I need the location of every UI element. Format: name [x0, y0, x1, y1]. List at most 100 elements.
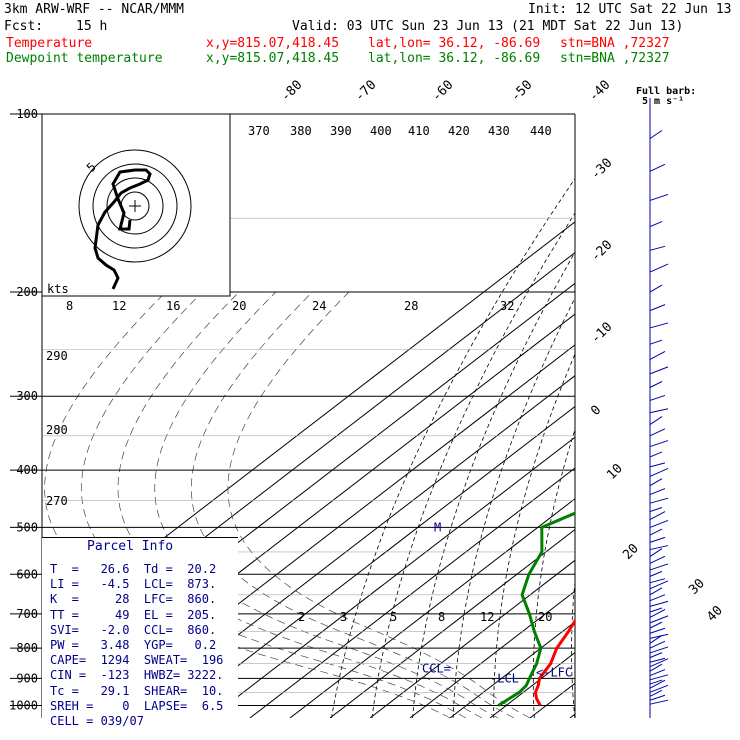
wind-barb: [649, 366, 669, 375]
mixing-ratio-label: 12: [112, 299, 126, 313]
wind-barb: [649, 163, 666, 172]
mixing-ratio-label: 24: [312, 299, 326, 313]
dewpoint-xy: x,y=815.07,418.45: [206, 51, 340, 66]
wind-barb: [649, 694, 666, 701]
dry-adiabat: [645, 114, 740, 718]
temperature-legend: Temperature: [6, 36, 93, 51]
wind-barb: [649, 658, 669, 668]
wind-barb: [649, 467, 669, 477]
theta-label: 390: [330, 124, 352, 138]
right-temperature-tick: 10: [604, 461, 626, 483]
theta-label: 440: [530, 124, 552, 138]
wind-barb: [649, 304, 666, 312]
model-title: 3km ARW-WRF -- NCAR/MMM: [4, 2, 185, 17]
wind-barb: [649, 609, 666, 618]
parcel-info-row: SREH = 0 LAPSE= 6.5: [50, 698, 224, 713]
forecast-value: 15 h: [76, 19, 108, 34]
wind-barb: [649, 669, 666, 676]
dewpoint-latlon: lat,lon= 36.12, -86.69: [368, 51, 541, 66]
wind-barb: [649, 536, 666, 543]
mixing-ratio-label: 28: [404, 299, 418, 313]
parcel-info-row: K = 28 LFC= 860.: [50, 592, 217, 607]
top-temperature-tick: -70: [352, 78, 379, 105]
temperature-xy: x,y=815.07,418.45: [206, 36, 340, 51]
barb-unit: 5 m s⁻¹: [642, 96, 684, 107]
dewpoint-trace: [497, 511, 575, 707]
wind-barb: [649, 594, 666, 602]
parcel-info-row: LI = -4.5 LCL= 873.: [50, 577, 217, 592]
hodograph-kts-label: kts: [47, 282, 69, 296]
wind-barb: [649, 627, 666, 634]
isotherm: [329, 528, 575, 718]
wind-barb: [649, 633, 669, 639]
isotherm: [529, 682, 575, 718]
dry-adiabat: [571, 577, 575, 718]
pressure-tick-label: 100: [16, 107, 38, 121]
pressure-tick-label: 900: [16, 671, 38, 685]
pressure-tick-label: 500: [16, 520, 38, 534]
isotherm: [209, 436, 575, 718]
isotherm: [169, 405, 575, 718]
wind-barb: [649, 607, 663, 613]
top-temperature-tick: -80: [278, 78, 305, 105]
wind-barb: [649, 640, 666, 649]
isotherm: [610, 114, 740, 718]
temperature-trace: [533, 618, 575, 707]
wind-barb: [649, 193, 669, 201]
right-temperature-tick: 20: [620, 541, 642, 563]
wind-barb: [649, 428, 666, 437]
isotherm: [409, 590, 575, 718]
isotherm: [289, 498, 575, 718]
wind-barb: [649, 440, 669, 448]
right-temperature-tick: 30: [686, 576, 708, 598]
wind-barb: [649, 507, 663, 512]
moist-adiabat: [190, 291, 515, 718]
pressure-tick-label: 800: [16, 641, 38, 655]
wind-barb: [649, 646, 669, 654]
wind-barb: [649, 528, 663, 536]
mixing-ratio-label: 32: [500, 299, 514, 313]
wind-barb: [649, 381, 663, 388]
wind-barb: [649, 674, 669, 681]
moist-adiabat: [44, 291, 451, 718]
mixing-ratio-label: 8: [66, 299, 73, 313]
pressure-tick-label: 1000: [9, 698, 38, 712]
dry-adiabat: [609, 114, 740, 718]
wind-barb: [649, 545, 669, 551]
wind-barb: [649, 462, 666, 468]
mixing-ratio-label: 20: [232, 299, 246, 313]
ccl-marker: CCL=: [422, 662, 451, 676]
wind-barb: [649, 679, 663, 685]
dewpoint-legend: Dewpoint temperature: [6, 51, 163, 66]
side-theta-label: 280: [46, 423, 68, 437]
dry-adiabat: [713, 114, 740, 718]
wind-barb: [649, 600, 669, 607]
theta-label: 370: [248, 124, 270, 138]
pressure-tick-label: 400: [16, 463, 38, 477]
wind-barb: [649, 408, 669, 414]
wind-barb: [649, 621, 663, 629]
side-theta-label: 270: [46, 494, 68, 508]
right-temperature-tick: 0: [588, 403, 604, 419]
right-temperature-tick: -30: [588, 156, 615, 183]
dry-adiabat: [679, 114, 740, 718]
mixing-ratio-label-lower: 12: [480, 610, 494, 624]
wind-barb: [649, 578, 666, 584]
wind-barb: [649, 615, 669, 624]
wind-barb: [649, 511, 666, 521]
wind-barb: [649, 699, 669, 705]
hodograph-trace: [93, 168, 152, 290]
wind-barb: [649, 451, 663, 458]
top-temperature-tick: -60: [429, 78, 456, 105]
dry-adiabat: [331, 177, 575, 718]
top-temperature-tick: -50: [508, 78, 535, 105]
init-time: Init: 12 UTC Sat 22 Jun 13: [528, 2, 732, 17]
dewpoint-station: stn=BNA ,72327: [560, 51, 670, 66]
barb-title: Full barb:: [636, 86, 696, 97]
temperature-latlon: lat,lon= 36.12, -86.69: [368, 36, 541, 51]
right-temperature-tick: -20: [588, 238, 615, 265]
valid-time: Valid: 03 UTC Sun 23 Jun 13 (21 MDT Sat …: [292, 19, 684, 34]
pressure-tick-label: 300: [16, 389, 38, 403]
isotherm: [129, 375, 575, 718]
wind-barb: [649, 478, 663, 487]
